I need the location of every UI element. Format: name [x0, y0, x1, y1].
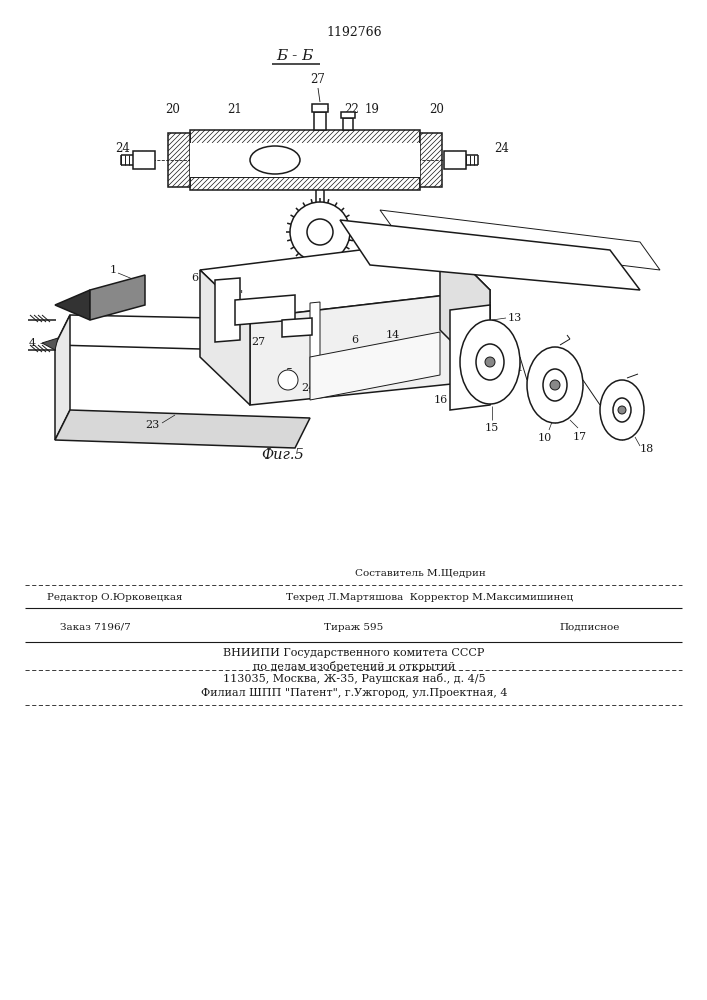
- Polygon shape: [200, 270, 250, 405]
- Ellipse shape: [250, 146, 300, 174]
- Text: 17: 17: [573, 432, 587, 442]
- Text: 14: 14: [386, 330, 400, 340]
- Ellipse shape: [527, 347, 583, 423]
- Ellipse shape: [613, 398, 631, 422]
- Polygon shape: [282, 318, 312, 337]
- Text: Фиг.5: Фиг.5: [262, 448, 305, 462]
- Text: 13: 13: [508, 313, 522, 323]
- Text: 18: 18: [640, 444, 654, 454]
- Polygon shape: [250, 290, 490, 405]
- Bar: [341, 112, 355, 118]
- Text: 1192766: 1192766: [326, 25, 382, 38]
- Bar: [133, 151, 155, 169]
- Polygon shape: [235, 295, 295, 325]
- Text: 27: 27: [251, 337, 265, 347]
- Ellipse shape: [543, 369, 567, 401]
- Polygon shape: [215, 278, 240, 342]
- Bar: [168, 133, 190, 187]
- Text: 5: 5: [286, 368, 293, 378]
- Bar: [190, 130, 420, 190]
- Text: 10: 10: [538, 433, 552, 443]
- Bar: [343, 118, 353, 130]
- Text: 6: 6: [351, 335, 358, 345]
- Text: Заказ 7196/7: Заказ 7196/7: [59, 622, 130, 632]
- Text: 113035, Москва, Ж-35, Раушская наб., д. 4/5: 113035, Москва, Ж-35, Раушская наб., д. …: [223, 674, 485, 684]
- Bar: [314, 112, 326, 130]
- Bar: [190, 143, 420, 177]
- Text: 20: 20: [430, 103, 445, 116]
- Text: Тираж 595: Тираж 595: [325, 622, 384, 632]
- Circle shape: [618, 406, 626, 414]
- Text: 11: 11: [510, 363, 525, 373]
- Circle shape: [485, 357, 495, 367]
- Polygon shape: [310, 302, 320, 393]
- Text: Б - Б: Б - Б: [276, 49, 314, 63]
- Text: по делам изобретений и открытий: по делам изобретений и открытий: [253, 660, 455, 672]
- Text: 16: 16: [434, 395, 448, 405]
- Polygon shape: [440, 240, 490, 380]
- Text: 4: 4: [28, 338, 35, 348]
- Text: 23: 23: [366, 244, 381, 257]
- Text: 15: 15: [485, 423, 499, 433]
- Text: Техред Л.Мартяшова  Корректор М.Максимишинец: Техред Л.Мартяшова Корректор М.Максимиши…: [286, 592, 573, 601]
- Circle shape: [307, 219, 333, 245]
- Polygon shape: [55, 315, 310, 352]
- Text: Составитель М.Щедрин: Составитель М.Щедрин: [355, 569, 486, 578]
- Text: 12: 12: [503, 340, 518, 350]
- Polygon shape: [380, 210, 660, 270]
- Text: Редактор О.Юрковецкая: Редактор О.Юрковецкая: [47, 592, 182, 601]
- Circle shape: [290, 202, 350, 262]
- Polygon shape: [55, 410, 310, 448]
- Text: 19: 19: [365, 103, 380, 116]
- Polygon shape: [340, 220, 640, 290]
- Polygon shape: [55, 315, 70, 440]
- Polygon shape: [55, 290, 90, 320]
- Bar: [312, 104, 328, 112]
- Polygon shape: [90, 275, 145, 320]
- Text: Филиал ШПП "Патент", г.Ужгород, ул.Проектная, 4: Филиал ШПП "Патент", г.Ужгород, ул.Проек…: [201, 688, 507, 698]
- Bar: [420, 133, 442, 187]
- Text: 22: 22: [344, 103, 359, 116]
- Polygon shape: [310, 332, 440, 400]
- Text: 26: 26: [265, 312, 279, 322]
- Text: 20: 20: [165, 103, 180, 116]
- Ellipse shape: [600, 380, 644, 440]
- Circle shape: [550, 380, 560, 390]
- Circle shape: [278, 370, 298, 390]
- Polygon shape: [450, 305, 490, 410]
- Polygon shape: [200, 240, 490, 318]
- Text: 23: 23: [145, 420, 159, 430]
- Bar: [444, 151, 466, 169]
- Text: Фиг.4: Фиг.4: [279, 290, 322, 304]
- Text: 24: 24: [115, 141, 130, 154]
- Text: 6: 6: [192, 273, 199, 283]
- Text: 24: 24: [494, 141, 509, 154]
- Ellipse shape: [476, 344, 504, 380]
- Text: 27: 27: [310, 73, 325, 86]
- Text: 1: 1: [110, 265, 117, 275]
- Polygon shape: [42, 338, 58, 350]
- Text: 6': 6': [233, 290, 243, 300]
- Text: ВНИИПИ Государственного комитета СССР: ВНИИПИ Государственного комитета СССР: [223, 648, 485, 658]
- Text: Подписное: Подписное: [560, 622, 620, 632]
- Text: 24: 24: [301, 383, 315, 393]
- Text: 21: 21: [228, 103, 243, 116]
- Ellipse shape: [460, 320, 520, 404]
